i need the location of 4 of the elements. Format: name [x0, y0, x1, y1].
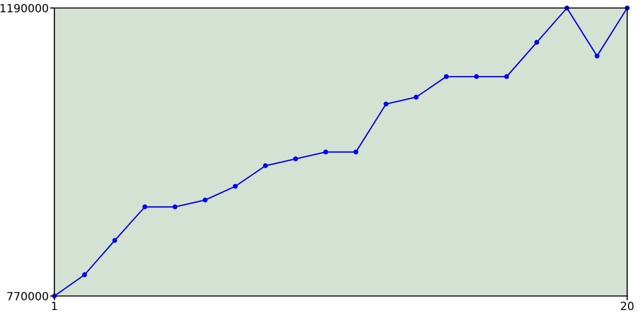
y-tick-label: 770000: [7, 292, 48, 300]
y-tick-label: 1190000: [0, 4, 48, 12]
x-tick-label: 1: [52, 302, 57, 310]
x-tick-label: 20: [620, 302, 634, 310]
